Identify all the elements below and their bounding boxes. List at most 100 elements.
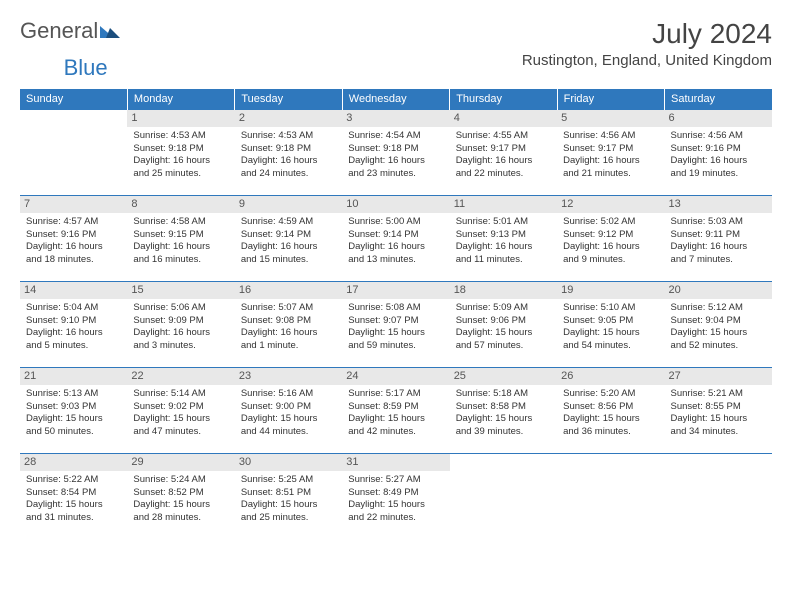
daylight-text: and 54 minutes. [563, 340, 658, 353]
daylight-text: and 22 minutes. [456, 168, 551, 181]
sunset-text: Sunset: 8:52 PM [133, 487, 228, 500]
daylight-text: and 57 minutes. [456, 340, 551, 353]
daylight-text: and 18 minutes. [26, 254, 121, 267]
sunrise-text: Sunrise: 4:53 AM [133, 130, 228, 143]
daylight-text: Daylight: 16 hours [671, 155, 766, 168]
sunset-text: Sunset: 9:15 PM [133, 229, 228, 242]
daylight-text: Daylight: 16 hours [26, 327, 121, 340]
sunrise-text: Sunrise: 5:20 AM [563, 388, 658, 401]
calendar-day-cell: 31Sunrise: 5:27 AMSunset: 8:49 PMDayligh… [342, 454, 449, 540]
day-number: 14 [20, 282, 127, 299]
daylight-text: Daylight: 15 hours [563, 327, 658, 340]
day-number: 20 [665, 282, 772, 299]
daylight-text: and 19 minutes. [671, 168, 766, 181]
day-number: 23 [235, 368, 342, 385]
daylight-text: Daylight: 16 hours [563, 155, 658, 168]
day-number: 26 [557, 368, 664, 385]
sunset-text: Sunset: 9:16 PM [26, 229, 121, 242]
calendar-table: Sunday Monday Tuesday Wednesday Thursday… [20, 89, 772, 540]
daylight-text: and 39 minutes. [456, 426, 551, 439]
sunset-text: Sunset: 8:51 PM [241, 487, 336, 500]
daylight-text: Daylight: 15 hours [456, 413, 551, 426]
sunrise-text: Sunrise: 5:03 AM [671, 216, 766, 229]
day-number: 28 [20, 454, 127, 471]
day-number: 13 [665, 196, 772, 213]
sunrise-text: Sunrise: 5:12 AM [671, 302, 766, 315]
calendar-day-cell: 26Sunrise: 5:20 AMSunset: 8:56 PMDayligh… [557, 368, 664, 454]
brand-name-a: General [20, 18, 98, 44]
brand-name-b: Blue [64, 55, 108, 81]
calendar-day-cell: 1Sunrise: 4:53 AMSunset: 9:18 PMDaylight… [127, 110, 234, 196]
sunset-text: Sunset: 8:55 PM [671, 401, 766, 414]
sunrise-text: Sunrise: 4:54 AM [348, 130, 443, 143]
sunset-text: Sunset: 9:17 PM [456, 143, 551, 156]
calendar-week-row: 28Sunrise: 5:22 AMSunset: 8:54 PMDayligh… [20, 454, 772, 540]
daylight-text: and 1 minute. [241, 340, 336, 353]
sunrise-text: Sunrise: 4:56 AM [563, 130, 658, 143]
sunset-text: Sunset: 9:14 PM [241, 229, 336, 242]
calendar-day-cell: 5 Sunrise: 4:56 AMSunset: 9:17 PMDaylight… [557, 110, 664, 196]
day-number: 12 [557, 196, 664, 213]
sunset-text: Sunset: 9:17 PM [563, 143, 658, 156]
daylight-text: Daylight: 16 hours [671, 241, 766, 254]
daylight-text: and 9 minutes. [563, 254, 658, 267]
dayheader-tuesday: Tuesday [235, 89, 342, 110]
sunset-text: Sunset: 9:03 PM [26, 401, 121, 414]
calendar-week-row: 7Sunrise: 4:57 AMSunset: 9:16 PMDaylight… [20, 196, 772, 282]
day-number: 6 [665, 110, 772, 127]
dayheader-saturday: Saturday [665, 89, 772, 110]
sunrise-text: Sunrise: 5:04 AM [26, 302, 121, 315]
sunset-text: Sunset: 9:07 PM [348, 315, 443, 328]
calendar-day-cell [665, 454, 772, 540]
sunrise-text: Sunrise: 5:10 AM [563, 302, 658, 315]
daylight-text: and 7 minutes. [671, 254, 766, 267]
daylight-text: and 15 minutes. [241, 254, 336, 267]
daylight-text: and 16 minutes. [133, 254, 228, 267]
sunrise-text: Sunrise: 5:13 AM [26, 388, 121, 401]
daylight-text: Daylight: 16 hours [563, 241, 658, 254]
sunset-text: Sunset: 9:18 PM [133, 143, 228, 156]
day-number: 3 [342, 110, 449, 127]
calendar-body: 1Sunrise: 4:53 AMSunset: 9:18 PMDaylight… [20, 110, 772, 540]
daylight-text: Daylight: 16 hours [133, 155, 228, 168]
day-number: 29 [127, 454, 234, 471]
daylight-text: Daylight: 16 hours [241, 241, 336, 254]
calendar-day-cell: 22Sunrise: 5:14 AMSunset: 9:02 PMDayligh… [127, 368, 234, 454]
sunset-text: Sunset: 9:10 PM [26, 315, 121, 328]
calendar-day-cell: 20Sunrise: 5:12 AMSunset: 9:04 PMDayligh… [665, 282, 772, 368]
sunrise-text: Sunrise: 5:22 AM [26, 474, 121, 487]
sunset-text: Sunset: 9:18 PM [241, 143, 336, 156]
day-number: 16 [235, 282, 342, 299]
dayheader-monday: Monday [127, 89, 234, 110]
calendar-day-cell: 3Sunrise: 4:54 AMSunset: 9:18 PMDaylight… [342, 110, 449, 196]
day-number: 5 [557, 110, 664, 127]
daylight-text: Daylight: 16 hours [348, 241, 443, 254]
brand-logo: General [20, 18, 122, 44]
day-number: 2 [235, 110, 342, 127]
calendar-day-cell: 12Sunrise: 5:02 AMSunset: 9:12 PMDayligh… [557, 196, 664, 282]
daylight-text: and 22 minutes. [348, 512, 443, 525]
calendar-day-cell: 11Sunrise: 5:01 AMSunset: 9:13 PMDayligh… [450, 196, 557, 282]
sunrise-text: Sunrise: 5:00 AM [348, 216, 443, 229]
sunset-text: Sunset: 9:02 PM [133, 401, 228, 414]
calendar-day-cell: 21Sunrise: 5:13 AMSunset: 9:03 PMDayligh… [20, 368, 127, 454]
daylight-text: and 36 minutes. [563, 426, 658, 439]
calendar-day-cell: 14 Sunrise: 5:04 AMSunset: 9:10 PMDayligh… [20, 282, 127, 368]
sunset-text: Sunset: 9:13 PM [456, 229, 551, 242]
calendar-day-cell: 24Sunrise: 5:17 AMSunset: 8:59 PMDayligh… [342, 368, 449, 454]
daylight-text: Daylight: 15 hours [456, 327, 551, 340]
month-title: July 2024 [522, 18, 772, 50]
daylight-text: and 24 minutes. [241, 168, 336, 181]
sunrise-text: Sunrise: 5:17 AM [348, 388, 443, 401]
day-number: 19 [557, 282, 664, 299]
sunset-text: Sunset: 9:11 PM [671, 229, 766, 242]
sunrise-text: Sunrise: 4:59 AM [241, 216, 336, 229]
calendar-day-cell: 23Sunrise: 5:16 AMSunset: 9:00 PMDayligh… [235, 368, 342, 454]
calendar-week-row: 1Sunrise: 4:53 AMSunset: 9:18 PMDaylight… [20, 110, 772, 196]
day-number: 30 [235, 454, 342, 471]
calendar-day-cell: 27Sunrise: 5:21 AMSunset: 8:55 PMDayligh… [665, 368, 772, 454]
calendar-day-cell: 16Sunrise: 5:07 AMSunset: 9:08 PMDayligh… [235, 282, 342, 368]
day-number: 17 [342, 282, 449, 299]
daylight-text: and 23 minutes. [348, 168, 443, 181]
sunrise-text: Sunrise: 5:02 AM [563, 216, 658, 229]
